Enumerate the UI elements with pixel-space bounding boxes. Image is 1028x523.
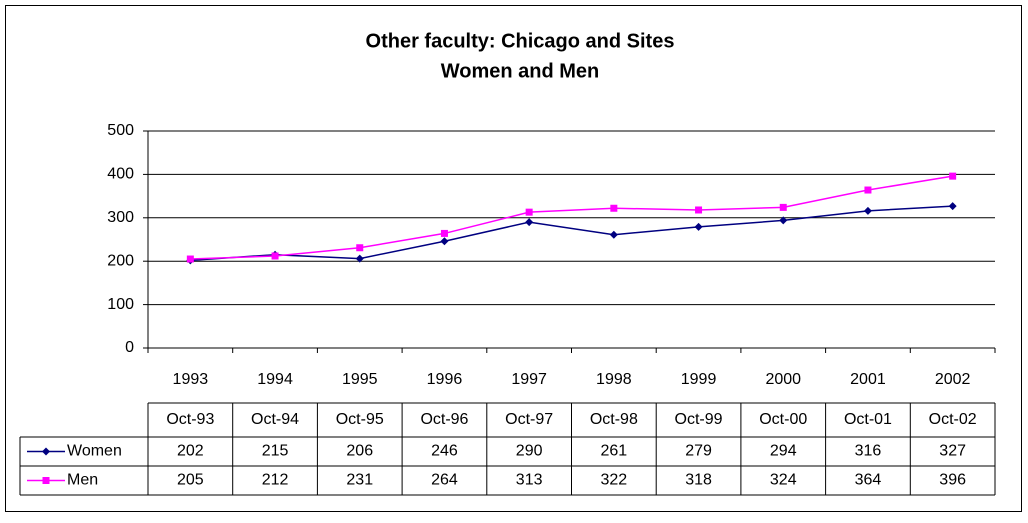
x-tick-label: 2001 [850, 371, 886, 388]
marker [779, 203, 787, 211]
marker [525, 208, 533, 216]
table-value: 206 [346, 443, 373, 460]
table-value: 261 [600, 443, 627, 460]
table-value: 313 [516, 472, 543, 489]
marker [356, 244, 364, 252]
marker [609, 230, 618, 239]
table-header: Oct-02 [929, 411, 977, 428]
marker [863, 206, 872, 215]
x-tick-label: 1998 [596, 371, 632, 388]
chart-border [5, 5, 1022, 512]
x-tick-label: 2000 [765, 371, 801, 388]
y-tick-label: 300 [107, 209, 134, 226]
table-value: 205 [177, 472, 204, 489]
x-tick-label: 2002 [935, 371, 971, 388]
marker [864, 186, 872, 194]
table-header: Oct-93 [166, 411, 214, 428]
x-tick-label: 1993 [173, 371, 209, 388]
table-header: Oct-95 [336, 411, 384, 428]
chart-title: Other faculty: Chicago and Sites [366, 30, 675, 52]
marker [694, 222, 703, 231]
marker [949, 172, 957, 180]
table-header: Oct-01 [844, 411, 892, 428]
table-value: 264 [431, 472, 458, 489]
legend-label: Men [67, 472, 98, 489]
x-tick-label: 1997 [511, 371, 547, 388]
marker [440, 237, 449, 246]
marker [440, 229, 448, 237]
table-header: Oct-98 [590, 411, 638, 428]
line [190, 175, 953, 260]
marker [355, 254, 364, 263]
line [190, 205, 953, 262]
marker [42, 477, 50, 484]
y-tick-label: 500 [107, 122, 134, 139]
marker [42, 447, 50, 456]
table-header: Oct-94 [251, 411, 299, 428]
table-value: 318 [685, 472, 712, 489]
table-value: 231 [346, 472, 373, 489]
x-tick-label: 1994 [257, 371, 293, 388]
table-header: Oct-96 [420, 411, 468, 428]
table-value: 279 [685, 443, 712, 460]
table-header: Oct-00 [759, 411, 807, 428]
marker [271, 252, 279, 260]
x-tick-label: 1995 [342, 371, 378, 388]
marker [610, 204, 618, 212]
table-value: 202 [177, 443, 204, 460]
table-value: 324 [770, 472, 797, 489]
y-tick-label: 400 [107, 166, 134, 183]
table-header: Oct-99 [675, 411, 723, 428]
chart-subtitle: Women and Men [441, 60, 600, 82]
marker [186, 255, 194, 263]
table-value: 364 [855, 472, 882, 489]
table-value: 327 [939, 443, 966, 460]
x-tick-label: 1999 [681, 371, 717, 388]
table-value: 290 [516, 443, 543, 460]
table-value: 212 [262, 472, 289, 489]
y-tick-label: 100 [107, 296, 134, 313]
table-header: Oct-97 [505, 411, 553, 428]
marker [695, 206, 703, 214]
table-value: 215 [262, 443, 289, 460]
marker [525, 218, 534, 227]
legend-label: Women [67, 443, 122, 460]
x-tick-label: 1996 [427, 371, 463, 388]
table-value: 396 [939, 472, 966, 489]
y-tick-label: 200 [107, 252, 134, 269]
table-value: 246 [431, 443, 458, 460]
y-tick-label: 0 [125, 339, 134, 356]
marker [948, 202, 957, 211]
table-value: 294 [770, 443, 797, 460]
table-value: 316 [855, 443, 882, 460]
marker [779, 216, 788, 225]
table-value: 322 [600, 472, 627, 489]
